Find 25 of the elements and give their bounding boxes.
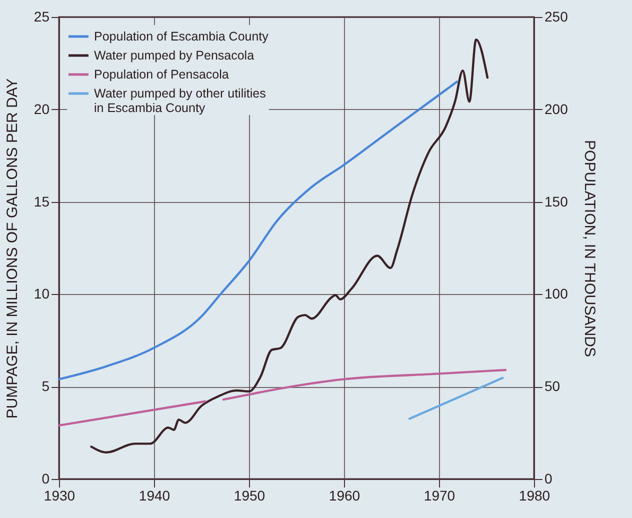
y-tick-label: 15: [34, 193, 50, 210]
y2-tick-label: 200: [544, 100, 568, 117]
y2-tick-label: 100: [544, 286, 568, 302]
x-tick-label: 1950: [234, 488, 266, 504]
legend-label: Population of Pensacola: [94, 68, 229, 82]
x-tick-label: 1930: [44, 488, 76, 504]
line-series: [58, 80, 458, 380]
y-tick-label: 5: [42, 378, 50, 394]
y2-tick-label: 150: [544, 193, 568, 210]
y-tick-label: 0: [42, 470, 50, 486]
y2-axis-title: POPULATION, IN THOUSANDS: [580, 140, 598, 357]
x-tick-label: 1980: [518, 488, 550, 504]
x-tick-label: 1970: [424, 488, 456, 504]
x-tick-label: 1960: [328, 488, 360, 504]
legend-label: Water pumped by Pensacola: [94, 48, 254, 62]
legend-label: Population of Escambia County: [94, 30, 270, 44]
y-tick-label: 25: [34, 8, 50, 24]
y-tick-label: 10: [34, 286, 50, 302]
y2-tick-label: 250: [544, 8, 568, 24]
y2-tick-label: 0: [544, 470, 552, 486]
y2-tick-label: 50: [544, 378, 560, 394]
legend-label: Water pumped by other utilities in Escambia County: [94, 86, 266, 115]
y-tick-label: 20: [34, 100, 50, 117]
x-tick-label: 1940: [138, 488, 170, 504]
y-axis-title: PUMPAGE, IN MILLIONS OF GALLONS PER DAY: [4, 78, 21, 419]
